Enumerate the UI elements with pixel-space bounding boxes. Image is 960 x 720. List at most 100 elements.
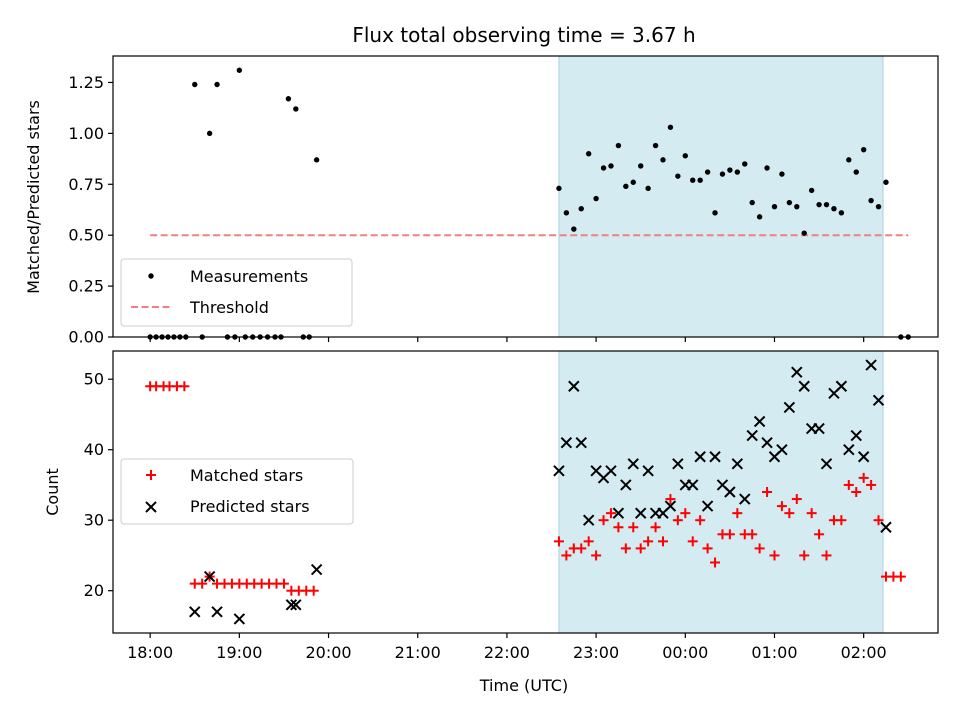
predicted-star-point [731, 458, 744, 470]
measurement-point [808, 187, 815, 194]
measurement-point [704, 169, 711, 175]
measurement-point [652, 142, 659, 149]
predicted-star-point [582, 514, 595, 526]
measurement-point [764, 165, 770, 171]
y-tick-label: 0.25 [68, 277, 104, 296]
predicted-star-point [568, 380, 580, 392]
legend-matched-marker [146, 470, 156, 480]
y-tick-label: 50 [84, 370, 104, 389]
measurement-point [853, 169, 859, 175]
matched-star-point [806, 508, 817, 519]
measurement-point [697, 177, 703, 183]
measurement-point [779, 171, 785, 177]
legend-measurements-label: Measurements [190, 267, 308, 286]
y-tick-label: 1.25 [68, 73, 104, 92]
measurement-point [593, 195, 599, 202]
top-y-axis-label: Matched/Predicted stars [24, 100, 43, 294]
matched-star-point [658, 536, 668, 547]
measurement-point [615, 142, 622, 149]
ratio-panel: Flux total observing time = 3.67 h Match… [24, 23, 939, 347]
matched-star-point [724, 529, 735, 540]
measurement-point [727, 167, 733, 173]
measurement-point [192, 81, 198, 88]
matched-star-point [665, 494, 676, 505]
predicted-star-point [290, 599, 302, 611]
matched-star-point [754, 543, 765, 554]
matched-star-point [561, 550, 572, 561]
measurement-points [147, 67, 911, 340]
measurement-point [600, 165, 607, 171]
measurement-point [660, 157, 666, 163]
legend-predicted-marker [145, 501, 157, 513]
matched-star-point [635, 543, 646, 554]
x-tick-label: 19:00 [216, 643, 262, 662]
measurement-point [712, 210, 718, 216]
predicted-star-point [672, 458, 684, 470]
measurement-point [816, 201, 822, 208]
y-tick-label: 1.00 [68, 124, 104, 143]
measurement-point [585, 151, 592, 157]
predicted-star-point [843, 443, 855, 456]
x-tick-label: 21:00 [395, 643, 441, 662]
matched-star-point [776, 501, 787, 512]
predicted-star-point [813, 422, 825, 435]
matched-star-point [650, 522, 661, 533]
measurement-point [630, 179, 636, 185]
matched-star-point [895, 571, 906, 582]
matched-star-point [695, 515, 706, 526]
legend-predicted-label: Predicted stars [190, 497, 310, 516]
measurement-point [742, 161, 748, 167]
predicted-star-point [857, 451, 870, 463]
predicted-star-point [776, 443, 788, 456]
matched-star-point [821, 550, 832, 561]
predicted-star-point [285, 599, 298, 611]
matched-star-point [591, 550, 602, 561]
predicted-star-point [850, 429, 862, 442]
measurement-point [883, 179, 889, 185]
measurement-point [801, 230, 807, 236]
matched-star-point [687, 536, 698, 547]
measurement-point [838, 210, 845, 216]
count-panel: Count Time (UTC) 20 30 40 50 18:00 19:00 20:0… [43, 350, 939, 695]
measurement-point [875, 203, 882, 210]
bottom-legend: Matched stars Predicted stars [120, 458, 354, 525]
matched-star-point [628, 522, 639, 533]
top-y-ticks: 0.00 0.25 0.50 0.75 1.00 1.25 [68, 73, 113, 347]
top-legend-box [120, 258, 353, 327]
measurement-point [578, 206, 584, 212]
y-tick-label: 30 [84, 511, 104, 530]
y-tick-label: 0.50 [68, 226, 104, 245]
matched-star-point [680, 508, 691, 519]
predicted-star-point [687, 479, 699, 491]
predicted-star-point [553, 465, 565, 477]
measurement-point [313, 157, 320, 163]
matched-star-point [643, 536, 654, 547]
matched-star-point [799, 550, 810, 561]
measurement-point [749, 199, 755, 206]
matched-star-point [836, 515, 847, 526]
legend-threshold-label: Threshold [189, 298, 269, 317]
y-tick-label: 0.00 [68, 328, 104, 347]
x-tick-label: 20:00 [305, 643, 351, 662]
y-tick-label: 0.75 [68, 175, 104, 194]
x-tick-label: 00:00 [662, 643, 708, 662]
predicted-star-point [791, 366, 803, 378]
matched-star-point [710, 557, 721, 568]
measurement-point [682, 153, 688, 159]
predicted-star-point [746, 429, 758, 442]
predicted-star-point [880, 521, 892, 533]
matched-star-point [620, 543, 631, 554]
measurement-point [734, 169, 741, 175]
matched-star-point [769, 550, 780, 561]
bottom-y-ticks: 20 30 40 50 [84, 370, 113, 600]
legend-measurements-marker [148, 273, 154, 279]
predicted-star-point [664, 500, 677, 512]
x-tick-label: 18:00 [127, 643, 173, 662]
y-tick-label: 20 [84, 581, 104, 600]
x-tick-label: 22:00 [484, 643, 530, 662]
predicted-star-point [605, 465, 617, 477]
matched-star-point [873, 515, 884, 526]
bottom-x-ticks: 18:00 19:00 20:00 21:00 22:00 23:00 00:00 01:00… [127, 633, 887, 662]
matched-star-point [851, 487, 862, 497]
